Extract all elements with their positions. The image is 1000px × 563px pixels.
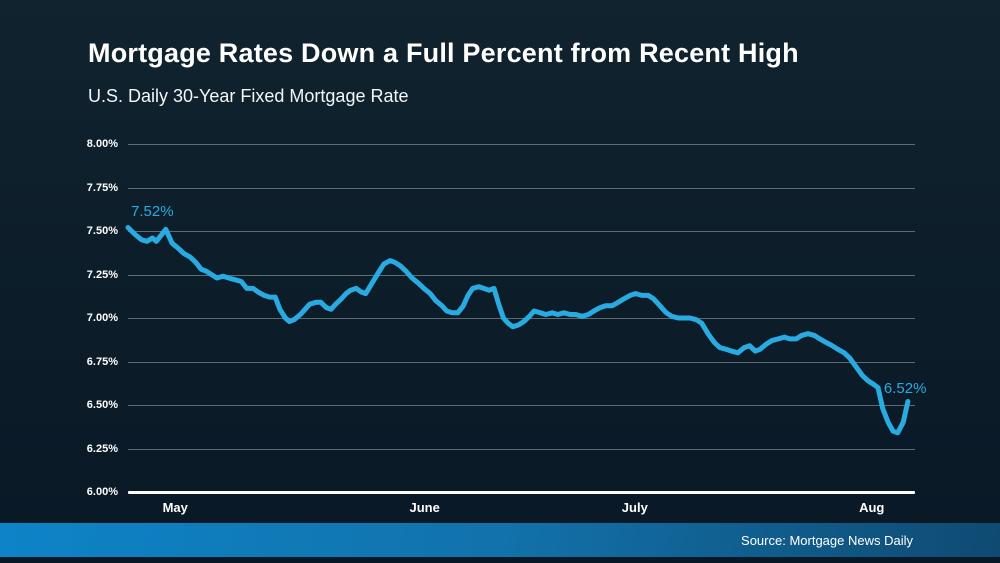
source-attribution: Source: Mortgage News Daily bbox=[741, 532, 913, 548]
x-axis-label: June bbox=[409, 500, 440, 515]
y-axis-label: 7.00% bbox=[86, 312, 118, 324]
y-axis-label: 6.00% bbox=[86, 486, 118, 498]
gridline bbox=[128, 187, 915, 189]
gridline bbox=[128, 274, 915, 276]
gridline bbox=[128, 144, 915, 145]
y-axis-label: 7.75% bbox=[86, 181, 118, 194]
footer-source-bar: Source: Mortgage News Daily bbox=[0, 523, 1000, 557]
end-rate-callout: 6.52% bbox=[883, 379, 927, 397]
x-axis-label: July bbox=[621, 500, 648, 515]
gridline bbox=[128, 231, 915, 232]
chart-title: Mortgage Rates Down a Full Percent from … bbox=[88, 38, 799, 68]
y-axis-label: 6.75% bbox=[86, 355, 118, 368]
gridline bbox=[128, 405, 915, 406]
start-rate-callout: 7.52% bbox=[131, 202, 174, 220]
x-axis-label: May bbox=[162, 500, 188, 515]
chart-subtitle: U.S. Daily 30-Year Fixed Mortgage Rate bbox=[88, 86, 409, 106]
x-axis-label: Aug bbox=[859, 500, 885, 515]
y-axis-label: 8.00% bbox=[86, 138, 118, 150]
y-axis-label: 7.25% bbox=[86, 268, 118, 281]
rate-line-series bbox=[125, 225, 911, 436]
y-axis-label: 7.50% bbox=[86, 225, 118, 237]
x-axis-baseline bbox=[128, 491, 915, 494]
gridline bbox=[128, 448, 915, 450]
y-axis-label: 6.50% bbox=[86, 399, 118, 411]
gridline bbox=[128, 318, 915, 319]
gridline bbox=[128, 361, 915, 363]
y-axis-label: 6.25% bbox=[86, 442, 118, 455]
